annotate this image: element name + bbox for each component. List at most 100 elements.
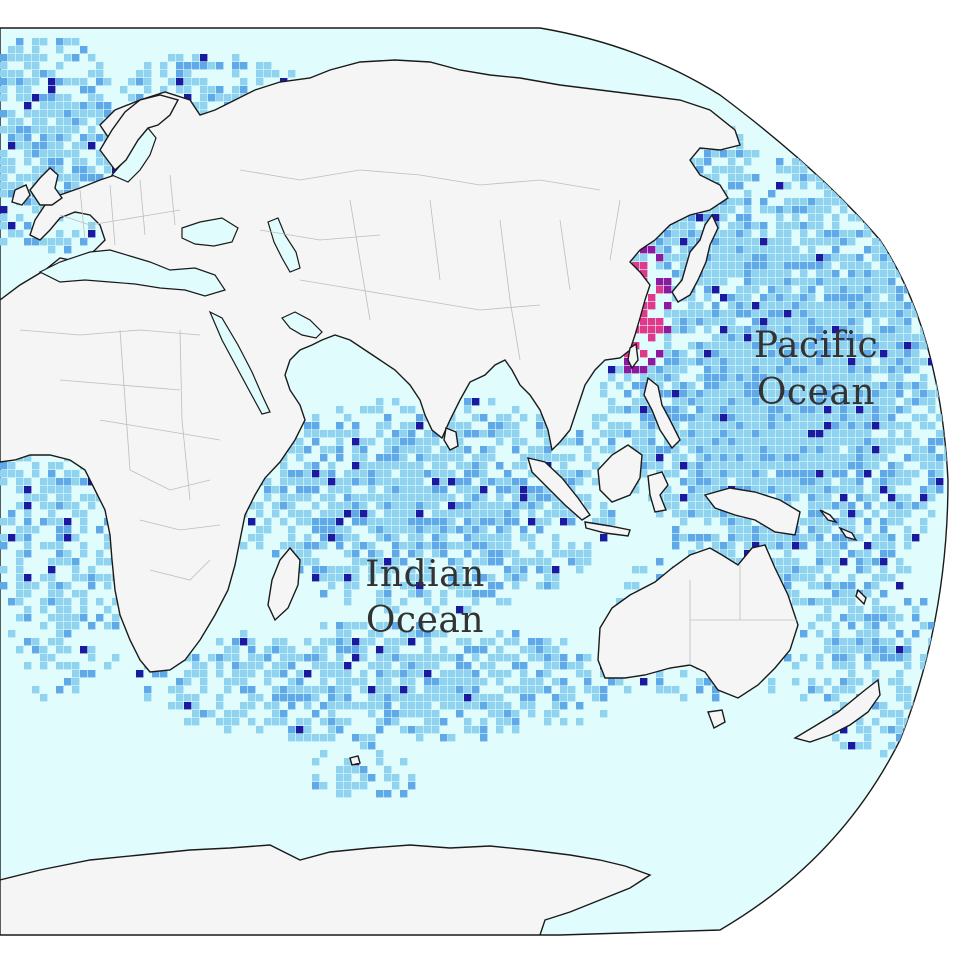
density-cell xyxy=(408,726,416,734)
density-cell xyxy=(928,494,936,502)
density-cell xyxy=(840,414,848,422)
density-cell xyxy=(664,238,672,246)
density-cell xyxy=(808,566,816,574)
density-cell xyxy=(848,230,856,238)
density-cell xyxy=(816,510,824,518)
density-cell xyxy=(48,638,56,646)
density-cell xyxy=(416,702,424,710)
density-cell xyxy=(312,654,320,662)
density-cell xyxy=(40,574,48,582)
density-cell xyxy=(328,526,336,534)
density-cell xyxy=(384,566,392,574)
density-cell xyxy=(64,110,72,118)
density-cell xyxy=(320,574,328,582)
density-cell xyxy=(72,478,80,486)
density-cell xyxy=(792,446,800,454)
density-cell xyxy=(808,374,816,382)
density-cell xyxy=(712,470,720,478)
density-cell xyxy=(336,430,344,438)
density-cell xyxy=(760,366,768,374)
density-cell xyxy=(712,374,720,382)
density-cell xyxy=(712,174,720,182)
density-cell xyxy=(840,350,848,358)
density-cell xyxy=(696,318,704,326)
density-cell xyxy=(632,486,640,494)
density-cell xyxy=(736,430,744,438)
density-cell xyxy=(552,582,560,590)
density-cell xyxy=(552,550,560,558)
density-cell xyxy=(872,382,880,390)
density-cell xyxy=(592,422,600,430)
density-cell xyxy=(544,454,552,462)
density-cell xyxy=(824,310,832,318)
density-cell xyxy=(872,446,880,454)
density-cell xyxy=(160,62,168,70)
density-cell xyxy=(32,38,40,46)
density-cell xyxy=(448,470,456,478)
density-cell xyxy=(824,294,832,302)
density-cell xyxy=(800,254,808,262)
density-cell xyxy=(664,286,672,294)
density-cell xyxy=(320,454,328,462)
density-cell xyxy=(312,438,320,446)
density-cell xyxy=(816,222,824,230)
density-cell xyxy=(88,134,96,142)
density-cell xyxy=(768,478,776,486)
density-cell xyxy=(64,606,72,614)
density-cell xyxy=(336,638,344,646)
density-cell xyxy=(720,230,728,238)
density-cell xyxy=(664,358,672,366)
density-cell xyxy=(776,478,784,486)
density-cell xyxy=(328,638,336,646)
density-cell xyxy=(168,78,176,86)
density-cell xyxy=(408,550,416,558)
density-cell xyxy=(112,654,120,662)
density-cell xyxy=(840,478,848,486)
density-cell xyxy=(488,478,496,486)
density-cell xyxy=(880,230,888,238)
density-cell xyxy=(80,142,88,150)
density-cell xyxy=(648,246,656,254)
density-cell xyxy=(824,478,832,486)
density-cell xyxy=(400,422,408,430)
density-cell xyxy=(840,438,848,446)
density-cell xyxy=(88,566,96,574)
density-cell xyxy=(936,478,944,486)
density-cell xyxy=(456,670,464,678)
density-cell xyxy=(464,430,472,438)
density-cell xyxy=(752,254,760,262)
density-cell xyxy=(920,622,928,630)
density-cell xyxy=(832,238,840,246)
density-cell xyxy=(704,214,712,222)
density-cell xyxy=(800,534,808,542)
density-cell xyxy=(624,406,632,414)
density-cell xyxy=(936,342,944,350)
density-cell xyxy=(776,430,784,438)
density-cell xyxy=(864,398,872,406)
density-cell xyxy=(640,470,648,478)
density-cell xyxy=(824,238,832,246)
density-cell xyxy=(784,358,792,366)
density-cell xyxy=(920,494,928,502)
density-cell xyxy=(504,686,512,694)
density-cell xyxy=(728,294,736,302)
density-cell xyxy=(832,694,840,702)
density-cell xyxy=(512,510,520,518)
density-cell xyxy=(376,590,384,598)
density-cell xyxy=(360,702,368,710)
density-cell xyxy=(328,582,336,590)
density-cell xyxy=(736,454,744,462)
density-cell xyxy=(336,534,344,542)
density-cell xyxy=(704,294,712,302)
density-cell xyxy=(496,670,504,678)
density-cell xyxy=(384,502,392,510)
density-cell xyxy=(0,470,8,478)
density-cell xyxy=(464,694,472,702)
density-cell xyxy=(600,694,608,702)
density-cell xyxy=(184,654,192,662)
density-cell xyxy=(32,126,40,134)
density-cell xyxy=(464,526,472,534)
density-cell xyxy=(888,270,896,278)
density-cell xyxy=(568,518,576,526)
density-cell xyxy=(864,198,872,206)
